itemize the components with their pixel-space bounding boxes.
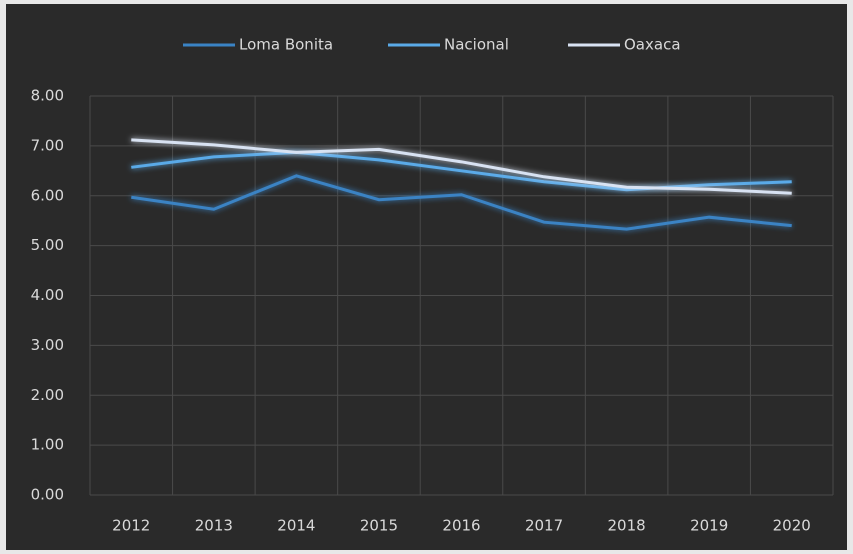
y-tick-label: 0.00 — [31, 486, 64, 504]
series-line — [131, 150, 792, 192]
x-tick-label: 2015 — [360, 517, 398, 535]
x-tick-label: 2013 — [195, 517, 233, 535]
legend-label: Nacional — [444, 36, 509, 54]
x-tick-label: 2016 — [442, 517, 480, 535]
y-tick-label: 7.00 — [31, 136, 64, 154]
series-line — [131, 138, 792, 195]
x-tick-label: 2018 — [608, 517, 646, 535]
x-tick-label: 2017 — [525, 517, 563, 535]
y-tick-label: 6.00 — [31, 186, 64, 204]
chart-background — [6, 4, 847, 550]
x-tick-label: 2014 — [277, 517, 315, 535]
x-tick-label: 2012 — [112, 517, 150, 535]
legend-label: Oaxaca — [624, 36, 681, 54]
y-tick-label: 1.00 — [31, 436, 64, 454]
y-tick-label: 8.00 — [31, 87, 64, 105]
x-tick-label: 2019 — [690, 517, 728, 535]
legend-label: Loma Bonita — [239, 36, 333, 54]
y-tick-label: 2.00 — [31, 386, 64, 404]
y-tick-label: 5.00 — [31, 236, 64, 254]
y-tick-label: 3.00 — [31, 336, 64, 354]
y-tick-label: 4.00 — [31, 286, 64, 304]
x-tick-label: 2020 — [773, 517, 811, 535]
series-line — [131, 174, 792, 231]
